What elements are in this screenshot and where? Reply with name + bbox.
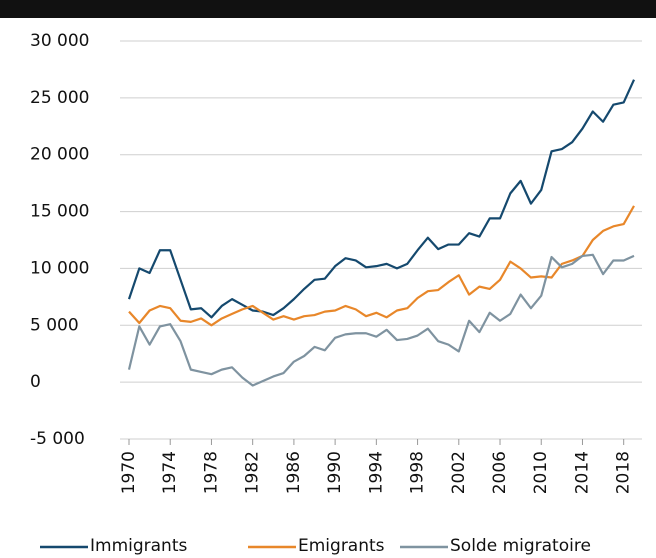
y-tick-label: 15 000	[30, 202, 89, 222]
x-tick-label: 1990	[325, 451, 345, 494]
x-tick-label: 1994	[366, 451, 386, 494]
y-tick-label: 10 000	[30, 258, 89, 278]
y-tick-label: 30 000	[30, 31, 89, 51]
legend-label: Emigrants	[298, 536, 385, 556]
x-tick-label: 2018	[614, 451, 634, 494]
x-tick-label: 1974	[160, 451, 180, 494]
y-tick-label: 5 000	[30, 315, 79, 335]
series-line	[127, 253, 635, 387]
y-tick-label: -5 000	[30, 429, 85, 449]
top-bar	[0, 0, 656, 18]
x-tick-label: 1986	[284, 451, 304, 494]
y-tick-label: 25 000	[30, 88, 89, 108]
series-line	[127, 79, 636, 319]
series-line	[128, 205, 635, 327]
legend-label: Immigrants	[90, 536, 187, 556]
x-tick-label: 2002	[449, 451, 469, 494]
x-tick-label: 1970	[119, 451, 139, 494]
y-tick-label: 0	[30, 372, 41, 392]
legend-label: Solde migratoire	[450, 536, 591, 556]
x-tick-label: 1982	[243, 451, 263, 494]
x-tick-label: 2014	[572, 451, 592, 494]
x-tick-label: 1998	[408, 451, 428, 494]
x-tick-label: 2006	[490, 451, 510, 494]
y-tick-label: 20 000	[30, 145, 89, 165]
x-tick-label: 1978	[201, 451, 221, 494]
x-tick-label: 2010	[531, 451, 551, 494]
